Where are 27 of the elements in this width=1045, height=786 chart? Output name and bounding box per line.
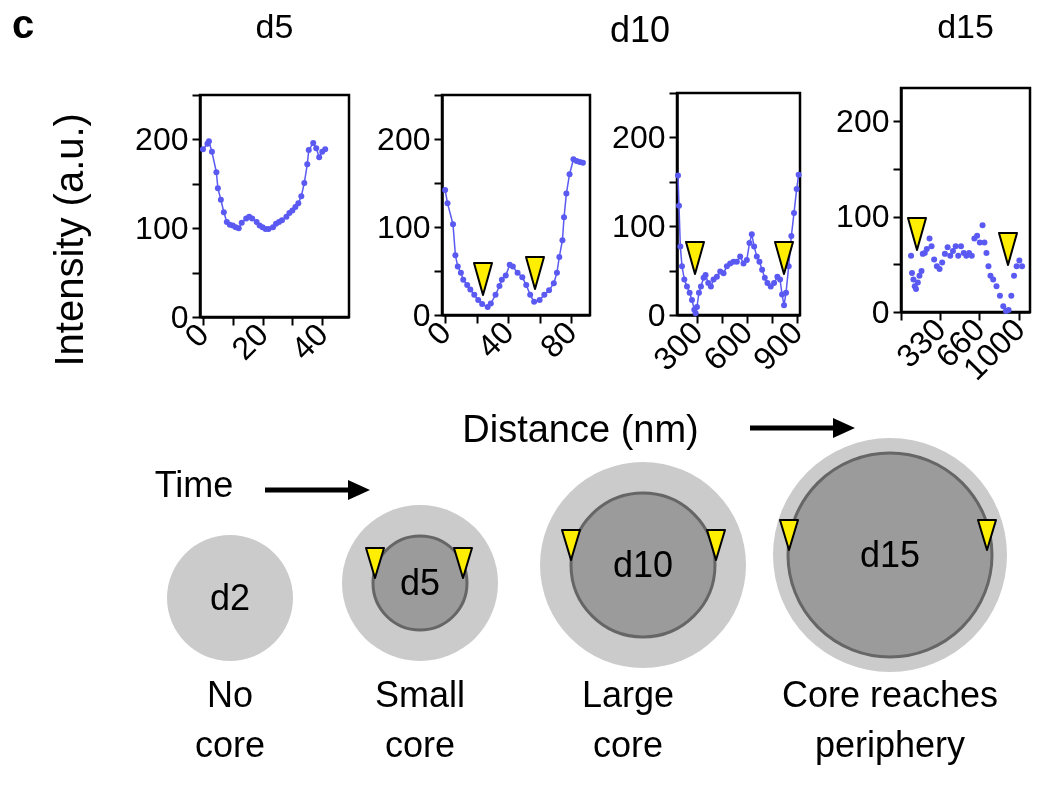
x-tick-label: 40 [284,316,335,367]
text: Large core [580,673,676,767]
text: Small core [374,673,466,767]
y-tick-label: 100 [135,209,189,246]
x-tick-label: 80 [533,314,584,365]
text: c [12,2,35,46]
y-tick-label: 200 [612,118,666,155]
text: No core [194,673,266,767]
y-axis-title: Intensity (a.u.) [46,113,91,367]
x-tick-label: 40 [470,314,521,365]
chart-title: d5 [255,7,294,45]
y-tick-label: 200 [836,102,890,139]
y-tick-label: 200 [377,120,431,157]
y-tick-label: 100 [377,208,431,245]
text: d5 [398,561,441,605]
y-tick-label: 100 [836,198,890,235]
text: d10 [611,543,675,587]
text: Core reaches periphery [780,673,1000,767]
text: d2 [208,576,251,620]
text: d10 [608,8,672,52]
x-axis-title: Distance (nm) [462,407,699,450]
y-tick-label: 200 [135,120,189,157]
chart-title: d15 [937,7,994,45]
text: Time [153,463,235,507]
x-tick-label: 20 [224,316,276,367]
text: d15 [858,533,922,577]
y-tick-label: 100 [612,207,666,244]
